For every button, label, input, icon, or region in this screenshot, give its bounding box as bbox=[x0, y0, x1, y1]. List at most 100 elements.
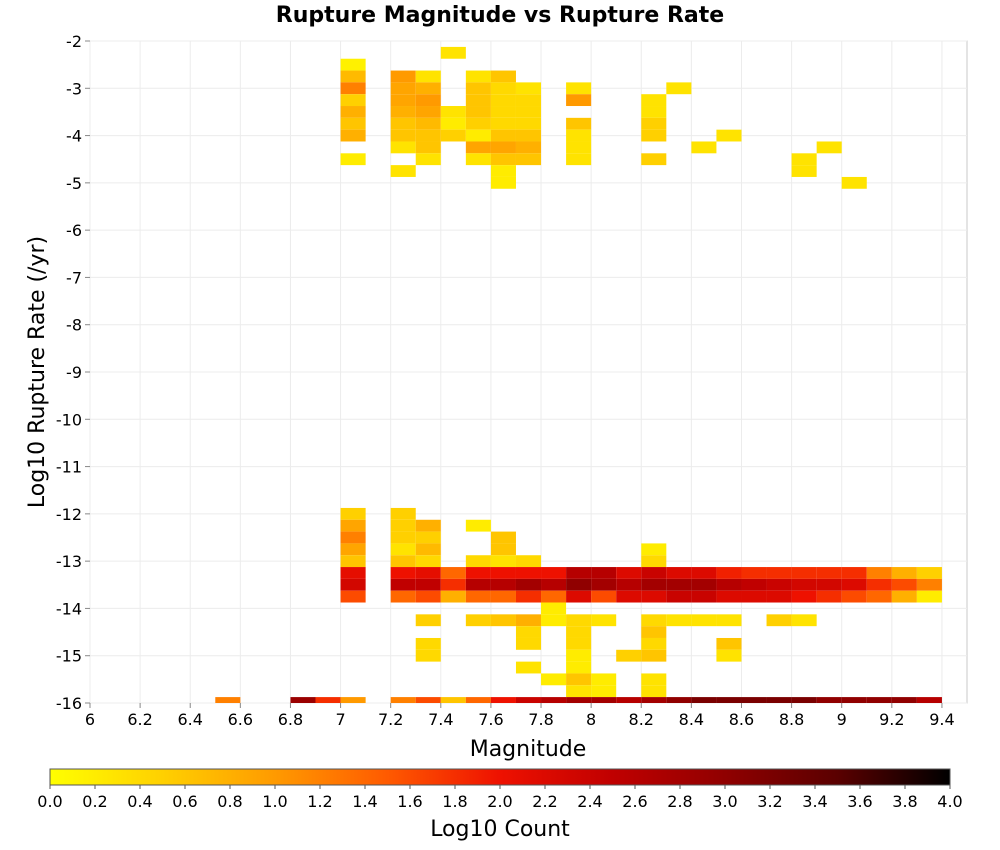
heatmap-cell bbox=[490, 141, 516, 154]
y-tick-label: -10 bbox=[56, 410, 82, 429]
heatmap-cell bbox=[390, 70, 416, 83]
heatmap-cell bbox=[641, 555, 667, 568]
heatmap-cell bbox=[340, 590, 366, 603]
heatmap-cell bbox=[566, 649, 592, 662]
heatmap-cell bbox=[465, 106, 491, 118]
y-tick-label: -14 bbox=[56, 599, 82, 618]
heatmap-cell bbox=[616, 567, 642, 579]
heatmap-cell bbox=[741, 697, 767, 703]
heatmap-cell bbox=[566, 637, 592, 650]
heatmap-cell bbox=[691, 614, 717, 627]
heatmap-cell bbox=[766, 697, 792, 703]
heatmap-cell bbox=[541, 590, 567, 603]
heatmap-cell bbox=[641, 649, 667, 662]
heatmap-cell bbox=[415, 649, 441, 662]
heatmap-cell bbox=[716, 129, 742, 142]
heatmap-cell bbox=[440, 129, 466, 142]
heatmap-cell bbox=[666, 590, 692, 603]
heatmap-cell bbox=[340, 531, 366, 544]
heatmap-cell bbox=[390, 141, 416, 154]
heatmap-cell bbox=[566, 685, 592, 698]
heatmap-cell bbox=[616, 578, 642, 591]
heatmap-cell bbox=[566, 590, 592, 603]
heatmap-cell bbox=[591, 697, 617, 703]
heatmap-cell bbox=[641, 567, 667, 579]
heatmap-cell bbox=[490, 165, 516, 177]
heatmap-cell bbox=[415, 543, 441, 556]
heatmap-cell bbox=[816, 590, 842, 603]
heatmap-cell bbox=[616, 697, 642, 703]
y-tick-label: -2 bbox=[66, 32, 82, 51]
heatmap-cell bbox=[390, 117, 416, 130]
heatmap-cell bbox=[641, 685, 667, 698]
heatmap-cell bbox=[440, 590, 466, 603]
heatmap-cell bbox=[916, 567, 942, 579]
colorbar-tick-label: 1.2 bbox=[307, 792, 332, 811]
colorbar-tick-label: 2.2 bbox=[532, 792, 557, 811]
heatmap-cell bbox=[866, 590, 892, 603]
heatmap-cell bbox=[691, 567, 717, 579]
heatmap-cell bbox=[340, 697, 366, 703]
heatmap-cell bbox=[541, 673, 567, 686]
heatmap-cell bbox=[415, 153, 441, 166]
heatmap-cell bbox=[791, 614, 817, 627]
y-axis-ticks: -2 -3 -4 -5 -6 -7 -8 -9 -10 -11 -12 -13 -14 -15 -16 bbox=[56, 32, 90, 713]
colorbar-tick-label: 1.6 bbox=[397, 792, 422, 811]
y-axis-label: Log10 Rupture Rate (/yr) bbox=[25, 236, 50, 508]
heatmap-cell bbox=[816, 697, 842, 703]
heatmap-cell bbox=[490, 176, 516, 189]
colorbar-tick-label: 1.4 bbox=[352, 792, 377, 811]
colorbar-label: Log10 Count bbox=[430, 817, 570, 842]
heatmap-cell bbox=[490, 531, 516, 544]
heatmap-cell bbox=[666, 567, 692, 579]
heatmap-cell bbox=[566, 626, 592, 638]
heatmap-cell bbox=[315, 697, 341, 703]
heatmap-cell bbox=[616, 649, 642, 662]
heatmap-cell bbox=[791, 590, 817, 603]
colorbar-tick-label: 1.8 bbox=[442, 792, 467, 811]
heatmap-cell bbox=[490, 697, 516, 703]
heatmap-cell bbox=[490, 106, 516, 118]
heatmap-cell bbox=[541, 614, 567, 627]
heatmap-cell bbox=[641, 117, 667, 130]
heatmap-cell bbox=[415, 141, 441, 154]
y-tick-label: -4 bbox=[66, 127, 82, 146]
heatmap-cell bbox=[415, 590, 441, 603]
heatmap-cell bbox=[440, 46, 466, 59]
y-tick-label: -6 bbox=[66, 221, 82, 240]
heatmap-cell bbox=[766, 567, 792, 579]
heatmap-cell bbox=[415, 697, 441, 703]
heatmap-cell bbox=[415, 117, 441, 130]
heatmap-cell bbox=[290, 697, 316, 703]
heatmap-cell bbox=[340, 153, 366, 166]
heatmap-cell bbox=[415, 129, 441, 142]
heatmap-cell bbox=[340, 567, 366, 579]
heatmap-cell bbox=[541, 578, 567, 591]
heatmap-cell bbox=[541, 602, 567, 615]
x-tick-label: 6.8 bbox=[278, 710, 303, 729]
heatmap-cell bbox=[340, 106, 366, 118]
heatmap-cell bbox=[691, 590, 717, 603]
heatmap-cell bbox=[390, 555, 416, 568]
heatmap-cell bbox=[641, 153, 667, 166]
heatmap-cell bbox=[791, 153, 817, 166]
heatmap-cell bbox=[465, 141, 491, 154]
heatmap-cell bbox=[841, 697, 867, 703]
x-tick-label: 9.4 bbox=[929, 710, 954, 729]
heatmap-cell bbox=[490, 567, 516, 579]
heatmap-cell bbox=[591, 590, 617, 603]
y-tick-label: -12 bbox=[56, 505, 82, 524]
heatmap-cell bbox=[415, 519, 441, 532]
heatmap-cell bbox=[666, 697, 692, 703]
heatmap-cell bbox=[390, 590, 416, 603]
heatmap-cell bbox=[415, 578, 441, 591]
heatmap-cell bbox=[390, 567, 416, 579]
colorbar-tick-label: 3.0 bbox=[712, 792, 737, 811]
x-tick-label: 7 bbox=[335, 710, 345, 729]
heatmap-cell bbox=[465, 590, 491, 603]
heatmap-cell bbox=[340, 70, 366, 83]
y-tick-label: -13 bbox=[56, 552, 82, 571]
heatmap-cell bbox=[841, 578, 867, 591]
heatmap-cell bbox=[440, 117, 466, 130]
colorbar-tick-label: 2.8 bbox=[667, 792, 692, 811]
